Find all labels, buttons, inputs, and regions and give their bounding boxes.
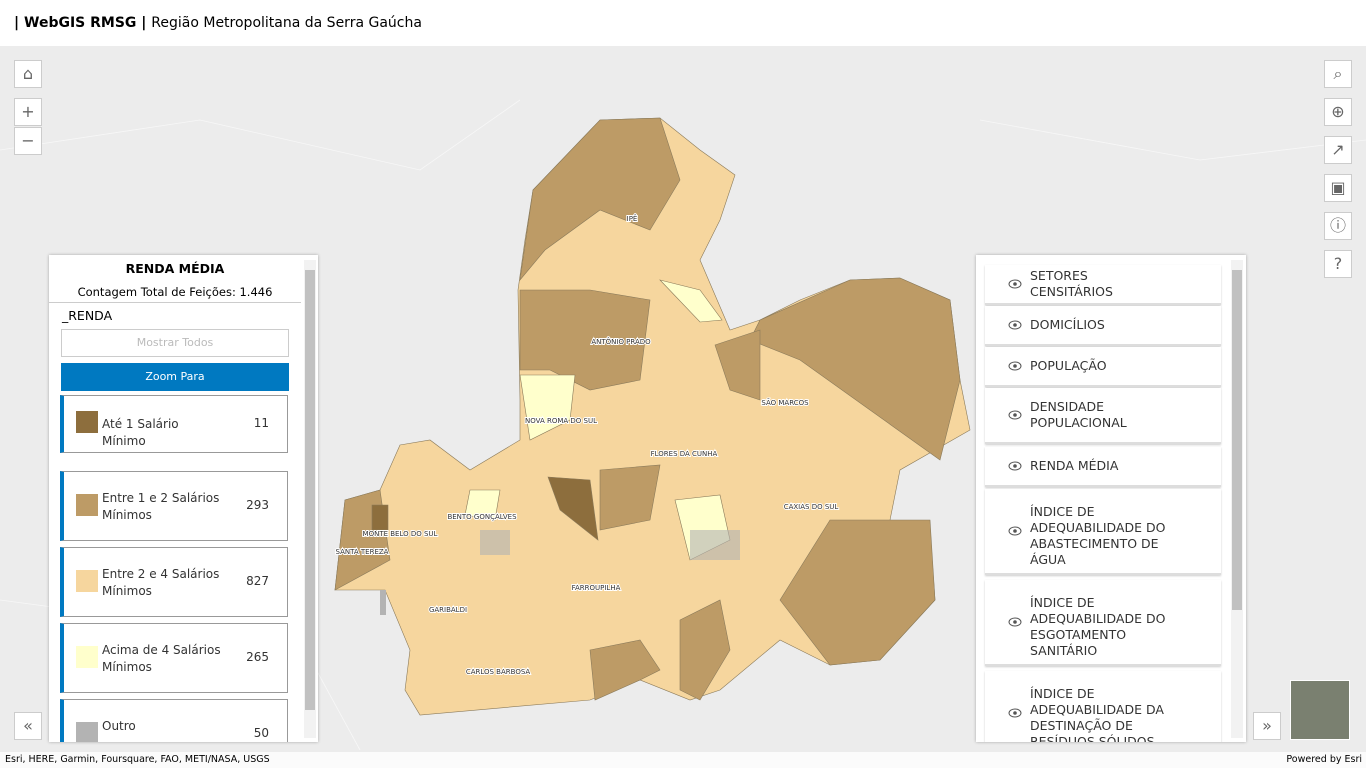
eye-icon xyxy=(1008,708,1022,718)
legend-label: Até 1 Salário Mínimo xyxy=(102,417,179,448)
map-label: CARLOS BARBOSA xyxy=(466,668,531,676)
legend-item[interactable]: Acima de 4 Salários Mínimos 265 xyxy=(60,623,288,693)
eye-icon xyxy=(1008,279,1022,289)
zoom-to-button[interactable]: Zoom Para xyxy=(61,363,289,391)
powered-by: Powered by Esri xyxy=(1286,754,1362,765)
eye-pupil xyxy=(1013,620,1017,624)
legend-item[interactable]: Entre 2 e 4 Salários Mínimos 827 xyxy=(60,547,288,617)
legend-swatch xyxy=(76,722,98,742)
home-button[interactable]: ⌂ xyxy=(14,60,42,88)
eye-outline xyxy=(1008,279,1022,289)
attribution: Esri, HERE, Garmin, Foursquare, FAO, MET… xyxy=(5,754,270,765)
legend-panel: RENDA MÉDIA Contagem Total de Feições: 1… xyxy=(49,255,318,742)
map-label: CAXIAS DO SUL xyxy=(784,503,839,511)
map-label: MONTE BELO DO SUL xyxy=(363,530,438,538)
show-all-button[interactable]: Mostrar Todos xyxy=(61,329,289,357)
eye-outline xyxy=(1008,617,1022,627)
locate-button[interactable]: ⊕ xyxy=(1324,98,1352,126)
layer-label: ÍNDICE DE ADEQUABILIDADE DA DESTINAÇÃO D… xyxy=(1030,686,1164,742)
map-label: SANTA TEREZA xyxy=(336,548,389,556)
basemap-button[interactable]: ▣ xyxy=(1324,174,1352,202)
legend-item[interactable]: Até 1 Salário Mínimo 11 xyxy=(60,395,288,453)
eye-outline xyxy=(1008,461,1022,471)
layer-item[interactable]: SETORES CENSITÁRIOS xyxy=(985,265,1221,305)
zoom-in[interactable]: + xyxy=(14,98,42,126)
layer-label: POPULAÇÃO xyxy=(1030,358,1107,373)
eye-icon xyxy=(1008,361,1022,371)
map-label: SÃO MARCOS xyxy=(761,398,809,407)
legend-label: Entre 2 e 4 Salários Mínimos xyxy=(102,567,220,598)
legend-count: 293 xyxy=(246,498,269,512)
eye-icon xyxy=(1008,320,1022,330)
legend-label: Outro xyxy=(102,719,136,733)
layer-item[interactable]: POPULAÇÃO xyxy=(985,347,1221,387)
layer-item[interactable]: RENDA MÉDIA xyxy=(985,447,1221,487)
legend-label: Acima de 4 Salários Mínimos xyxy=(102,643,221,674)
legend-count: 50 xyxy=(253,726,269,740)
eye-pupil xyxy=(1013,529,1017,533)
eye-pupil xyxy=(1013,364,1017,368)
legend-count: 11 xyxy=(253,416,269,430)
layer-label: DENSIDADE POPULACIONAL xyxy=(1030,399,1127,430)
collapse-right[interactable]: » xyxy=(1253,712,1281,740)
eye-pupil xyxy=(1013,323,1017,327)
layer-item[interactable]: ÍNDICE DE ADEQUABILIDADE DA DESTINAÇÃO D… xyxy=(985,671,1221,742)
legend-swatch xyxy=(76,646,98,668)
eye-icon xyxy=(1008,461,1022,471)
map-label: FLORES DA CUNHA xyxy=(651,450,718,458)
collapse-left[interactable]: « xyxy=(14,712,42,740)
legend-count: 827 xyxy=(246,574,269,588)
legend-swatch xyxy=(76,411,98,433)
legend-label: Entre 1 e 2 Salários Mínimos xyxy=(102,491,220,522)
legend-swatch xyxy=(76,570,98,592)
eye-outline xyxy=(1008,526,1022,536)
eye-icon xyxy=(1008,526,1022,536)
search-button[interactable]: ⌕ xyxy=(1324,60,1352,88)
eye-pupil xyxy=(1013,282,1017,286)
eye-outline xyxy=(1008,708,1022,718)
attribution-bar: Esri, HERE, Garmin, Foursquare, FAO, MET… xyxy=(0,752,1366,768)
map-label: ANTÔNIO PRADO xyxy=(591,337,651,346)
eye-outline xyxy=(1008,320,1022,330)
legend-count: 265 xyxy=(246,650,269,664)
share-button[interactable]: ↗ xyxy=(1324,136,1352,164)
zoom-out[interactable]: − xyxy=(14,127,42,155)
map-label: NOVA ROMA DO SUL xyxy=(525,417,597,425)
eye-icon xyxy=(1008,617,1022,627)
legend-item[interactable]: Outro 50 xyxy=(60,699,288,742)
legend-count: Contagem Total de Feições: 1.446 xyxy=(77,285,273,299)
layer-label: ÍNDICE DE ADEQUABILIDADE DO ABASTECIMENT… xyxy=(1030,504,1166,567)
field-name: _RENDA xyxy=(62,308,113,323)
legend-swatch xyxy=(76,494,98,516)
layer-label: ÍNDICE DE ADEQUABILIDADE DO ESGOTAMENTO … xyxy=(1030,595,1166,658)
eye-pupil xyxy=(1013,464,1017,468)
eye-pupil xyxy=(1013,413,1017,417)
layer-item[interactable]: ÍNDICE DE ADEQUABILIDADE DO ABASTECIMENT… xyxy=(985,489,1221,575)
layer-label: SETORES CENSITÁRIOS xyxy=(1030,268,1113,299)
legend-title: RENDA MÉDIA xyxy=(125,261,225,276)
layer-item[interactable]: DOMICÍLIOS xyxy=(985,306,1221,346)
app-title: WebGIS RMSG xyxy=(24,15,137,31)
map-label: GARIBALDI xyxy=(429,606,467,614)
map-label: IPÊ xyxy=(627,214,638,223)
basemap-thumbnail[interactable] xyxy=(1290,680,1350,740)
header: | WebGIS RMSG | Região Metropolitana da … xyxy=(0,0,1366,46)
map-label: FARROUPILHA xyxy=(572,584,621,592)
layer-item[interactable]: DENSIDADE POPULACIONAL xyxy=(985,388,1221,444)
legend-item[interactable]: Entre 1 e 2 Salários Mínimos 293 xyxy=(60,471,288,541)
map-label: BENTO GONÇALVES xyxy=(447,513,517,521)
layer-item[interactable]: ÍNDICE DE ADEQUABILIDADE DO ESGOTAMENTO … xyxy=(985,580,1221,666)
layer-label: DOMICÍLIOS xyxy=(1030,317,1105,332)
eye-outline xyxy=(1008,361,1022,371)
eye-pupil xyxy=(1013,711,1017,715)
help-button[interactable]: ? xyxy=(1324,250,1352,278)
app-subtitle: Região Metropolitana da Serra Gaúcha xyxy=(151,15,422,31)
eye-outline xyxy=(1008,410,1022,420)
layer-panel: SETORES CENSITÁRIOS DOMICÍLIOS POPULAÇÃO DE… xyxy=(976,255,1246,742)
layer-label: RENDA MÉDIA xyxy=(1030,458,1119,473)
info-button[interactable]: ⓘ xyxy=(1324,212,1352,240)
eye-icon xyxy=(1008,410,1022,420)
